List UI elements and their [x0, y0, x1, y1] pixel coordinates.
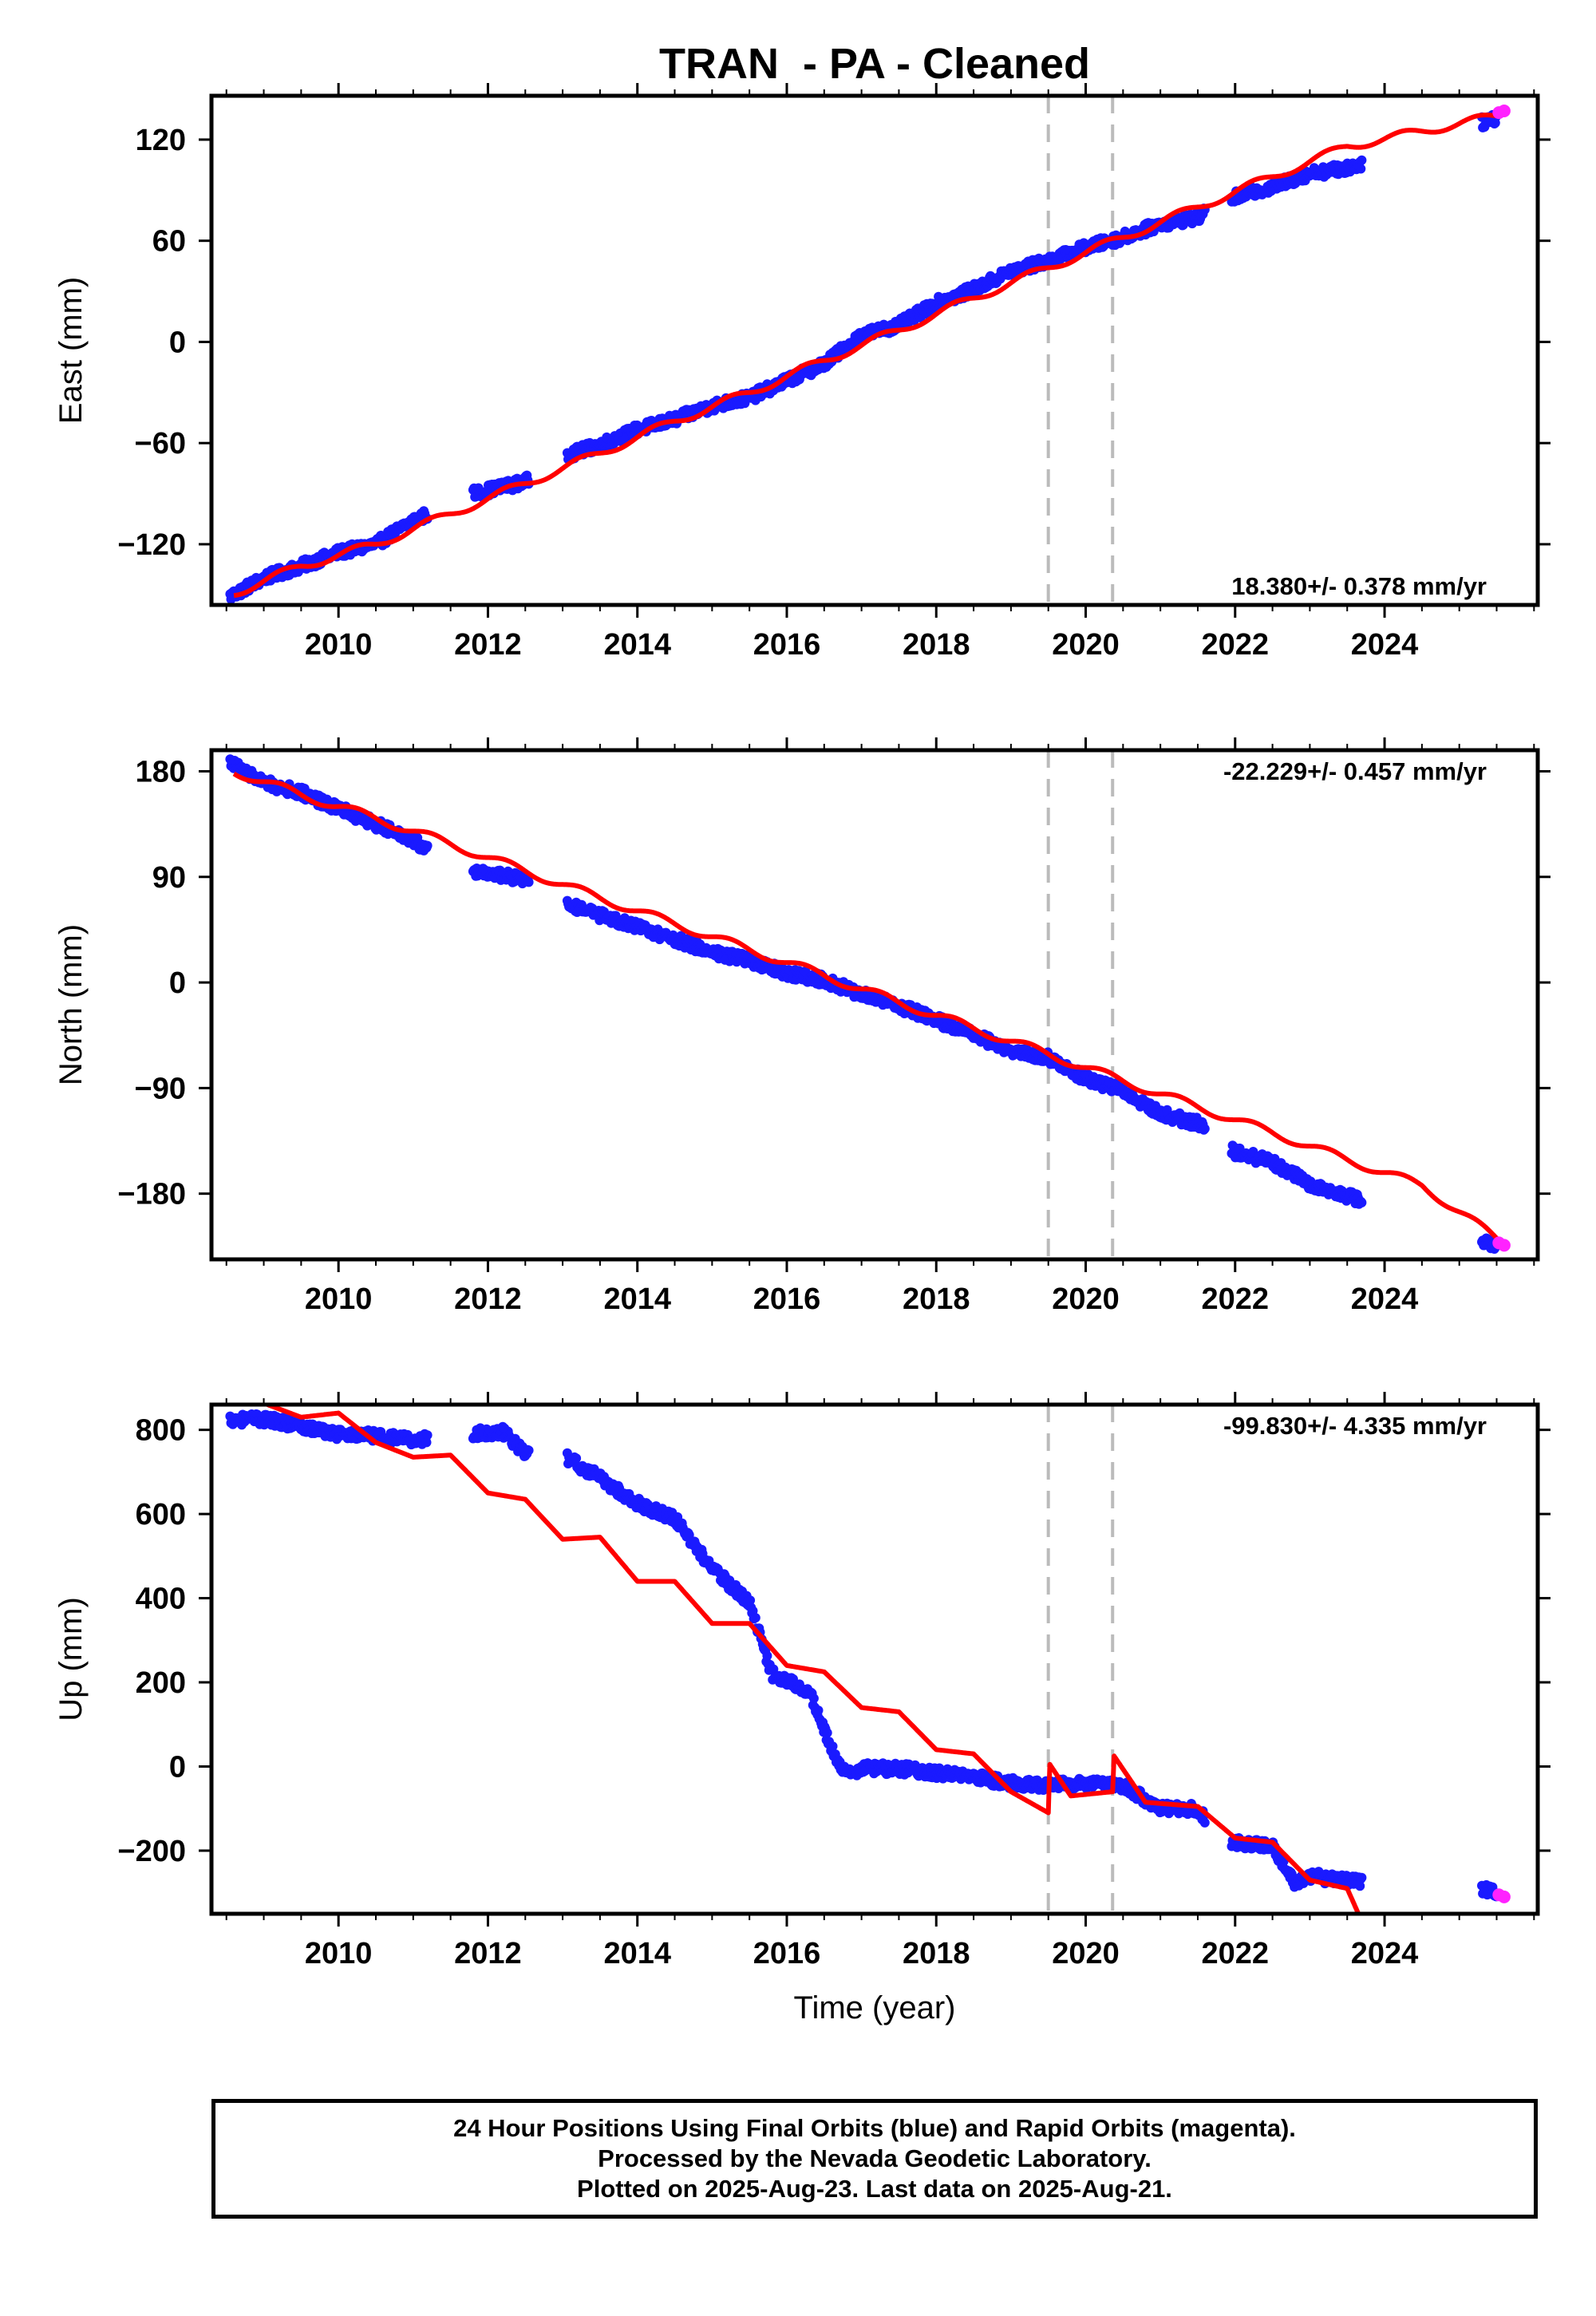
- up-axis-label: Up (mm): [53, 1597, 89, 1721]
- up-data-point: [421, 1437, 432, 1448]
- east-rate-label: 18.380+/- 0.378 mm/yr: [1231, 572, 1487, 600]
- north-data-point: [422, 840, 433, 851]
- up-data-point: [750, 1613, 760, 1623]
- up-rate-label: -99.830+/- 4.335 mm/yr: [1223, 1412, 1487, 1440]
- north-data-point: [523, 877, 534, 887]
- north-panel: North (mm) -22.229+/- 0.457 mm/yr 2010 20…: [53, 737, 1551, 1316]
- up-x-tick-label: 2014: [603, 1937, 671, 1970]
- caption-line-2: Processed by the Nevada Geodetic Laborat…: [598, 2144, 1152, 2172]
- up-y-tick-label: 0: [169, 1750, 186, 1784]
- up-x-tick-label: 2016: [753, 1937, 821, 1970]
- east-axis-label: East (mm): [53, 277, 89, 424]
- east-x-tick-label: 2012: [454, 628, 522, 662]
- north-x-tick-label: 2010: [305, 1282, 373, 1316]
- up-x-tick-label: 2018: [903, 1937, 970, 1970]
- east-x-tick-label: 2018: [903, 628, 970, 662]
- up-data-point: [422, 1430, 433, 1441]
- up-y-tick-label: 200: [136, 1666, 186, 1700]
- east-x-tick-label: 2010: [305, 628, 373, 662]
- up-y-tick-label: 800: [136, 1414, 186, 1448]
- up-x-tick-label: 2024: [1351, 1937, 1419, 1970]
- north-frame: [209, 748, 1540, 1262]
- east-y-tick-label: 120: [136, 124, 186, 157]
- north-model-curve: [232, 771, 1499, 1240]
- up-data-point: [1357, 1872, 1367, 1883]
- up-data-point: [808, 1694, 819, 1704]
- caption-line-3: Plotted on 2025-Aug-23. Last data on 202…: [577, 2175, 1172, 2203]
- north-x-tick-label: 2012: [454, 1282, 522, 1316]
- up-x-tick-label: 2012: [454, 1937, 522, 1970]
- east-rapid-point: [1497, 105, 1511, 117]
- up-data-point: [762, 1650, 772, 1661]
- up-x-tick-label: 2010: [305, 1937, 373, 1970]
- up-panel: Up (mm) -99.830+/- 4.335 mm/yr Time (yea…: [53, 1392, 1551, 2026]
- north-axis-label: North (mm): [53, 924, 89, 1085]
- east-data-point: [1356, 164, 1366, 174]
- north-data-point: [1357, 1197, 1367, 1207]
- north-x-tick-label: 2018: [903, 1282, 970, 1316]
- up-rapid-point: [1497, 1890, 1511, 1903]
- up-data-point: [813, 1705, 824, 1716]
- north-x-tick-label: 2024: [1351, 1282, 1419, 1316]
- up-x-tick-label: 2020: [1052, 1937, 1120, 1970]
- east-y-tick-label: −60: [135, 427, 186, 460]
- north-rate-label: -22.229+/- 0.457 mm/yr: [1223, 757, 1487, 785]
- east-y-tick-label: 60: [152, 225, 186, 259]
- time-axis-label: Time (year): [794, 1990, 956, 2026]
- north-y-tick-label: 90: [152, 861, 186, 895]
- east-x-tick-label: 2024: [1351, 628, 1419, 662]
- east-model-curve: [232, 113, 1499, 599]
- east-y-tick-label: −120: [117, 528, 186, 562]
- up-plot-area: [225, 1405, 1511, 1914]
- up-data-point: [745, 1595, 756, 1606]
- east-y-tick-label: 0: [169, 326, 186, 359]
- east-panel: East (mm) 18.380+/- 0.378 mm/yr 2010 2012…: [53, 83, 1551, 662]
- up-data-point: [828, 1741, 838, 1752]
- up-data-point: [1199, 1817, 1210, 1828]
- north-y-tick-label: −90: [135, 1072, 186, 1105]
- north-y-tick-label: 0: [169, 966, 186, 1000]
- caption-box: 24 Hour Positions Using Final Orbits (bl…: [211, 2099, 1538, 2219]
- north-x-tick-label: 2016: [753, 1282, 821, 1316]
- east-frame: [209, 93, 1540, 607]
- figure-title: TRAN - PA - Cleaned: [659, 40, 1090, 88]
- east-data-point: [1357, 155, 1367, 165]
- north-data-point: [1199, 1124, 1210, 1134]
- north-rapid-point: [1497, 1239, 1511, 1252]
- north-plot-area: [225, 750, 1511, 1259]
- up-y-tick-label: −200: [117, 1835, 186, 1868]
- up-data-point: [768, 1664, 779, 1674]
- up-data-point: [571, 1453, 582, 1464]
- caption-line-1: 24 Hour Positions Using Final Orbits (bl…: [453, 2114, 1296, 2142]
- east-x-tick-label: 2014: [603, 628, 671, 662]
- north-x-tick-label: 2022: [1202, 1282, 1270, 1316]
- east-x-tick-label: 2016: [753, 628, 821, 662]
- north-x-tick-label: 2014: [603, 1282, 671, 1316]
- north-x-tick-label: 2020: [1052, 1282, 1120, 1316]
- north-y-tick-label: −180: [117, 1178, 186, 1211]
- east-x-tick-label: 2020: [1052, 628, 1120, 662]
- east-plot-area: [225, 96, 1511, 605]
- north-y-tick-label: 180: [136, 755, 186, 788]
- up-y-tick-label: 400: [136, 1583, 186, 1616]
- up-data-point: [523, 1445, 534, 1456]
- east-x-tick-label: 2022: [1202, 628, 1270, 662]
- up-y-tick-label: 600: [136, 1498, 186, 1531]
- up-x-tick-label: 2022: [1202, 1937, 1270, 1970]
- up-data-point: [822, 1728, 832, 1738]
